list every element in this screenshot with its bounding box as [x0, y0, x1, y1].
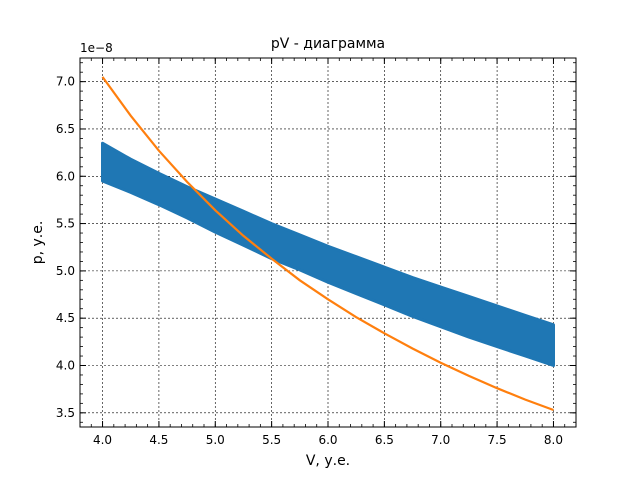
y-tick-label: 5.0: [56, 264, 75, 278]
y-tick-label: 6.5: [56, 122, 75, 136]
x-tick-label: 7.0: [431, 433, 450, 447]
chart-title: pV - диаграмма: [271, 36, 385, 52]
x-tick-label: 5.5: [262, 433, 281, 447]
y-tick-label: 4.5: [56, 311, 75, 325]
x-tick-label: 4.5: [149, 433, 168, 447]
y-tick-label: 4.0: [56, 359, 75, 373]
fit-curve-series: [101, 76, 554, 412]
data-layer: [101, 76, 555, 412]
y-tick-label: 7.0: [56, 75, 75, 89]
y-tick-label: 3.5: [56, 406, 75, 420]
y-tick-label: 6.0: [56, 169, 75, 183]
grid: [80, 58, 576, 427]
y-offset-text: 1e−8: [80, 41, 113, 55]
ticks: 4.0 4.5 5.0 5.5 6.0 6.5 7.0 7.5 8.0 3.5 4.0 4.5 5.0 5…: [56, 58, 577, 447]
x-tick-label: 6.0: [318, 433, 337, 447]
x-tick-label: 7.5: [488, 433, 507, 447]
y-tick-label: 5.5: [56, 217, 75, 231]
x-tick-label: 8.0: [544, 433, 563, 447]
x-axis-label: V, у.е.: [306, 453, 350, 469]
x-tick-label: 6.5: [375, 433, 394, 447]
x-tick-label: 4.0: [93, 433, 112, 447]
y-axis-label: p, у.е.: [30, 221, 46, 265]
x-tick-label: 5.0: [206, 433, 225, 447]
data-band-series: [101, 141, 555, 367]
